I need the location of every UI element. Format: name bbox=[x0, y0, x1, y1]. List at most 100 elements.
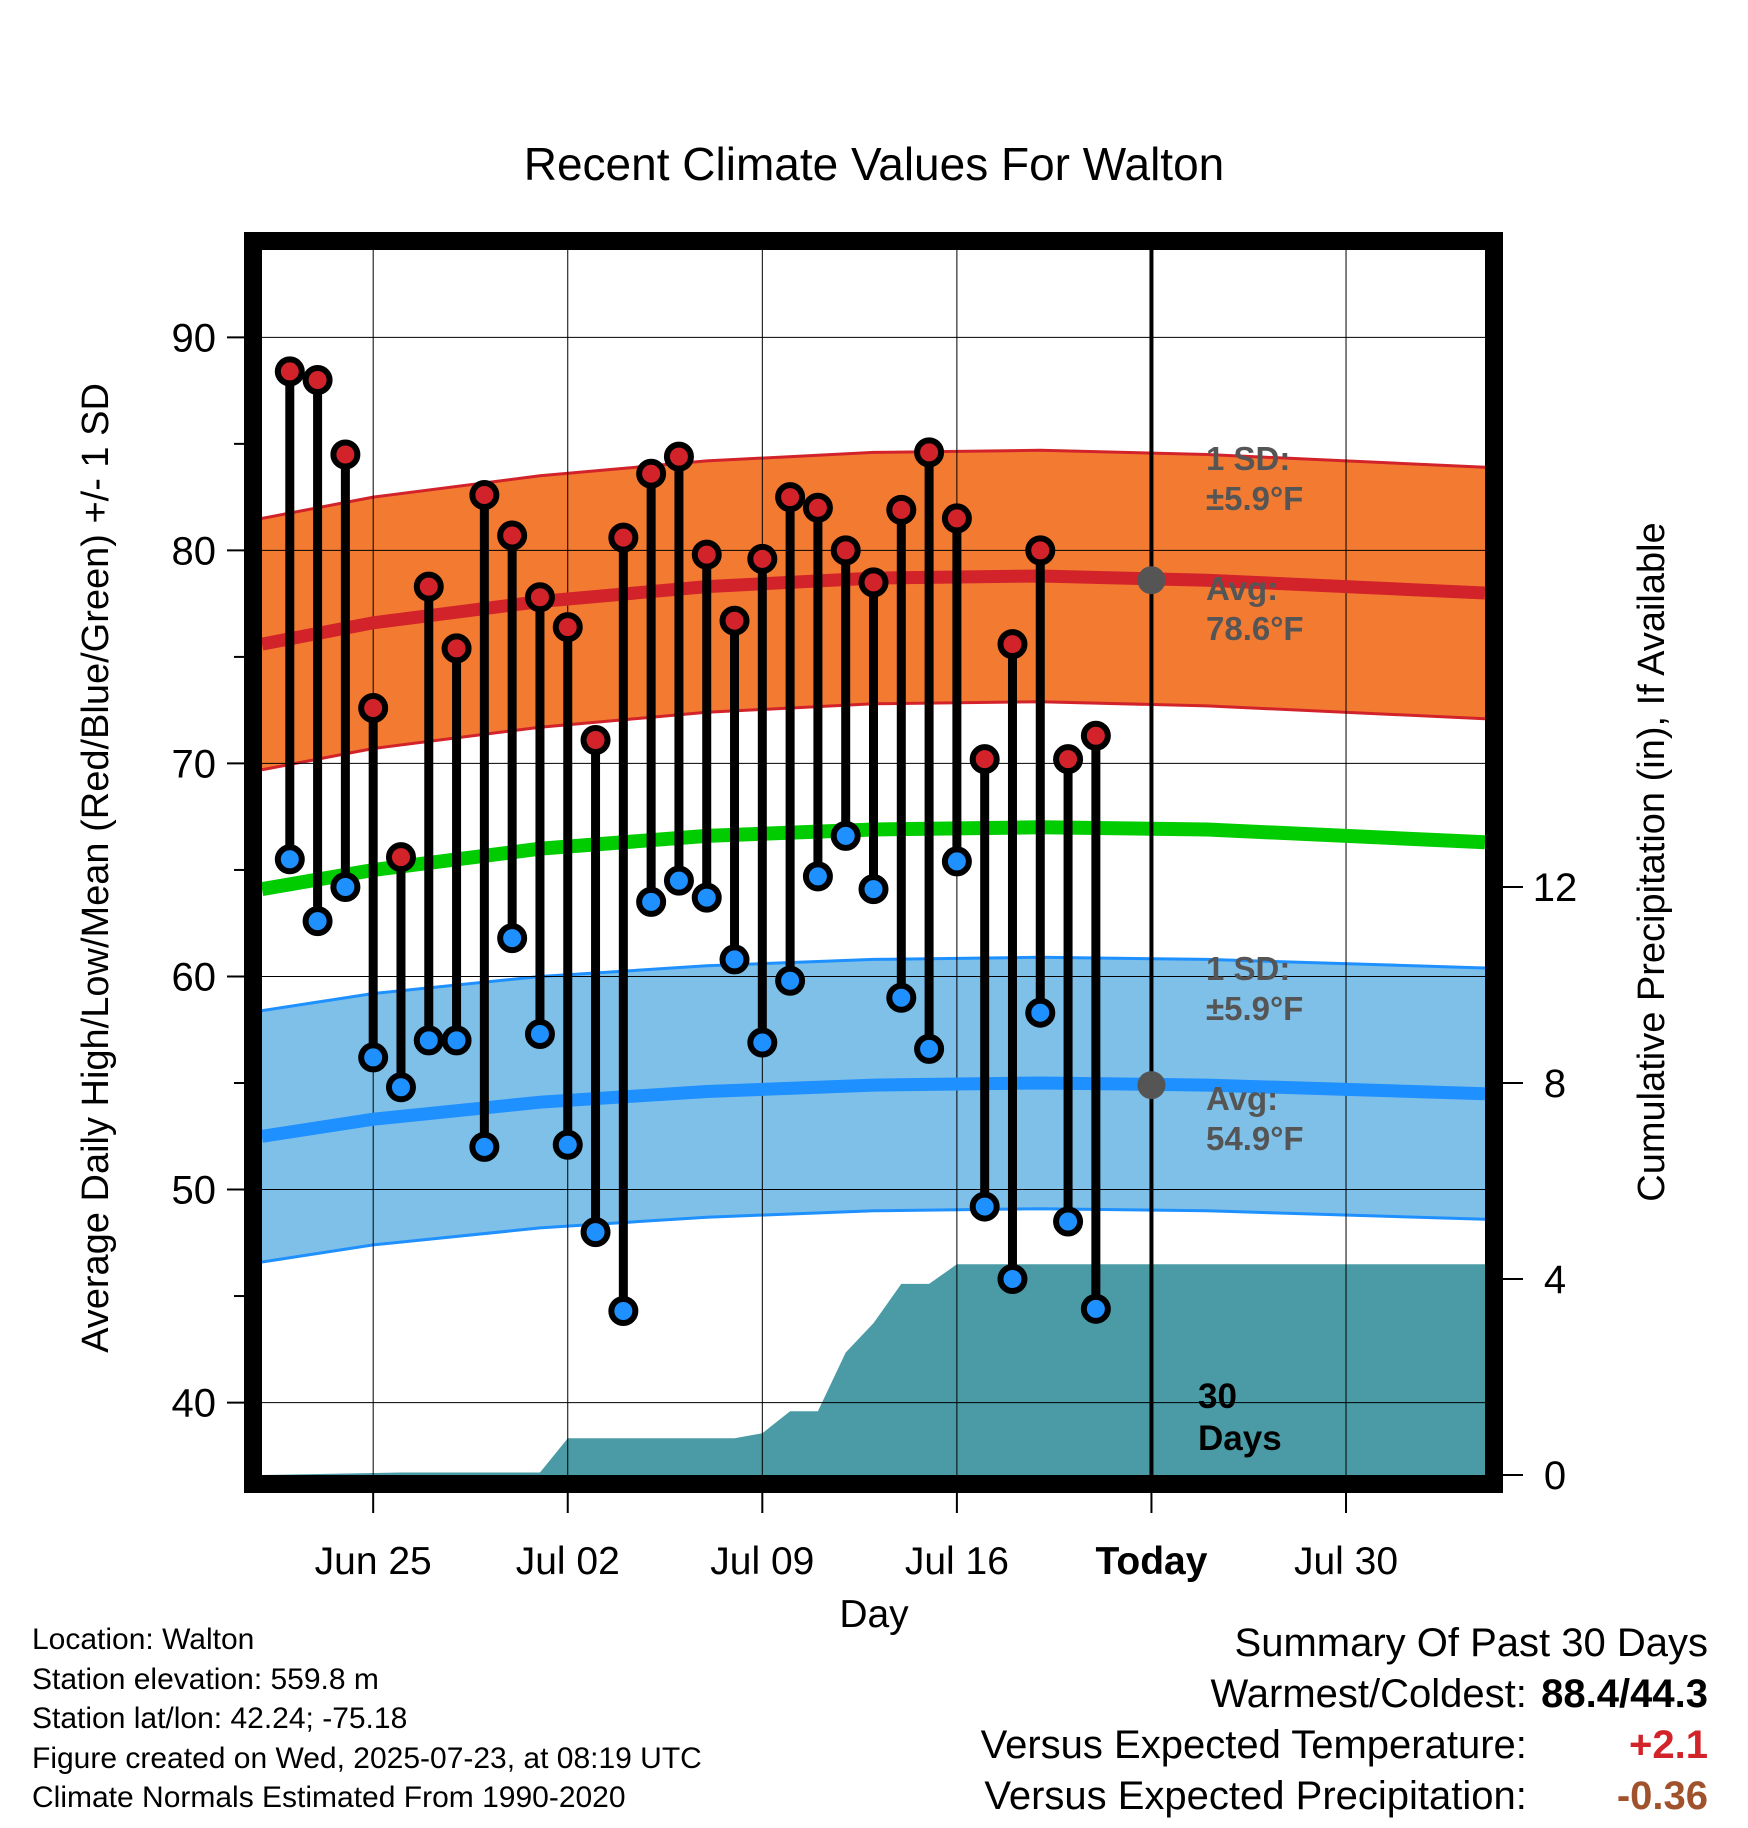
obs-high-point bbox=[886, 494, 917, 525]
today-high-normal-marker bbox=[1137, 566, 1166, 595]
precip-area bbox=[262, 1264, 1485, 1475]
obs-high-point bbox=[914, 437, 945, 468]
obs-low-point bbox=[719, 944, 750, 975]
low-sd-annotation: 1 SD: ±5.9°F bbox=[1206, 950, 1303, 1027]
obs-high-point bbox=[552, 612, 583, 643]
obs-low-point bbox=[886, 982, 917, 1013]
obs-low-point bbox=[1025, 997, 1056, 1028]
obs-high-point bbox=[608, 522, 639, 553]
x-axis-title: Day bbox=[839, 1593, 909, 1636]
observations bbox=[274, 356, 1111, 1326]
temp-departure-label: Versus Expected Temperature: bbox=[980, 1723, 1527, 1767]
low-avg-annotation-line: 54.9°F bbox=[1206, 1120, 1304, 1157]
obs-low-point bbox=[1053, 1206, 1084, 1237]
obs-low-point bbox=[385, 1072, 416, 1103]
x-tick-label: Jul 09 bbox=[710, 1540, 814, 1583]
high-sd-annotation: 1 SD: ±5.9°F bbox=[1206, 440, 1303, 517]
obs-low-point bbox=[802, 861, 833, 892]
obs-low-point bbox=[469, 1131, 500, 1162]
obs-low-point bbox=[330, 872, 361, 902]
obs-high-point bbox=[330, 439, 361, 470]
obs-low-point bbox=[691, 882, 722, 913]
warmest-coldest-label: Warmest/Coldest: bbox=[1210, 1672, 1527, 1716]
obs-high-point bbox=[691, 539, 722, 570]
normals-text: Climate Normals Estimated From 1990-2020 bbox=[32, 1781, 626, 1814]
obs-high-point bbox=[497, 520, 528, 551]
high-sd-band-upper-edge bbox=[262, 448, 1485, 520]
axes: 40 50 60 70 80 90 0 4 8 12 Jun 25 Jul 02 Jul 09 Jul 1… bbox=[75, 138, 1673, 1636]
obs-low-point bbox=[969, 1191, 1000, 1222]
obs-high-point bbox=[1025, 535, 1056, 566]
obs-high-point bbox=[941, 503, 972, 534]
high-avg-annotation: Avg: 78.6°F bbox=[1206, 570, 1304, 647]
normal-low-line bbox=[262, 1076, 1485, 1143]
precip-departure-value: -0.36 bbox=[1616, 1774, 1708, 1818]
obs-low-point bbox=[497, 923, 528, 954]
days-annotation-line: Days bbox=[1198, 1419, 1282, 1458]
chart-title: Recent Climate Values For Walton bbox=[524, 138, 1225, 190]
low-avg-annotation: Avg: 54.9°F bbox=[1206, 1080, 1304, 1157]
obs-low-point bbox=[1080, 1293, 1111, 1324]
obs-high-point bbox=[302, 364, 333, 395]
y2-axis-title: Cumulative Precipitation (in), If Availa… bbox=[1631, 522, 1673, 1201]
y-tick-label: 40 bbox=[172, 1382, 217, 1426]
obs-low-point bbox=[302, 906, 333, 937]
warmest-coldest-value: 88.4/44.3 bbox=[1541, 1672, 1708, 1716]
y2-tick-label: 0 bbox=[1544, 1454, 1566, 1498]
precip-departure-label: Versus Expected Precipitation: bbox=[984, 1774, 1527, 1818]
y2-tick-label: 4 bbox=[1544, 1258, 1566, 1302]
low-avg-annotation-line: Avg: bbox=[1206, 1080, 1278, 1117]
obs-low-point bbox=[858, 874, 889, 905]
obs-low-point bbox=[441, 1025, 472, 1056]
obs-high-point bbox=[802, 492, 833, 523]
x-tick-label: Jul 30 bbox=[1294, 1540, 1398, 1583]
summary-title: Summary Of Past 30 Days bbox=[1234, 1621, 1708, 1665]
temp-departure-row: Versus Expected Temperature: +2.1 bbox=[981, 1720, 1708, 1771]
station-info: Location: Walton Station elevation: 559.… bbox=[32, 1620, 702, 1818]
obs-low-point bbox=[941, 846, 972, 877]
y-tick-label: 80 bbox=[172, 529, 217, 573]
obs-low-point bbox=[358, 1042, 389, 1073]
y-tick-label: 70 bbox=[172, 742, 217, 786]
temp-departure-value: +2.1 bbox=[1629, 1723, 1708, 1767]
high-avg-annotation-line: Avg: bbox=[1206, 570, 1278, 607]
obs-low-point bbox=[608, 1295, 639, 1326]
obs-low-point bbox=[775, 965, 806, 996]
obs-high-point bbox=[636, 458, 667, 489]
created-text: Figure created on Wed, 2025-07-23, at 08… bbox=[32, 1741, 702, 1775]
high-avg-annotation-line: 78.6°F bbox=[1206, 610, 1304, 647]
obs-low-point bbox=[636, 886, 667, 917]
obs-low-point bbox=[663, 865, 694, 896]
precip-departure-row: Versus Expected Precipitation: -0.36 bbox=[981, 1771, 1708, 1822]
low-sd-annotation-line: 1 SD: bbox=[1206, 950, 1290, 987]
obs-low-point bbox=[914, 1033, 945, 1064]
x-tick-label: Jul 02 bbox=[516, 1540, 620, 1583]
obs-high-point bbox=[858, 567, 889, 598]
low-sd-band-lower-edge bbox=[262, 1207, 1485, 1264]
high-sd-annotation-line: ±5.9°F bbox=[1206, 480, 1303, 517]
obs-high-point bbox=[747, 543, 778, 574]
obs-high-point bbox=[469, 480, 500, 510]
obs-high-point bbox=[1053, 744, 1084, 775]
elevation-text: Station elevation: 559.8 m bbox=[32, 1662, 379, 1696]
obs-high-point bbox=[969, 744, 1000, 775]
obs-low-point bbox=[580, 1217, 611, 1248]
obs-high-point bbox=[1080, 720, 1111, 751]
today-low-normal-marker bbox=[1137, 1071, 1166, 1100]
y-tick-label: 50 bbox=[172, 1169, 217, 1213]
obs-low-point bbox=[274, 844, 305, 875]
obs-low-point bbox=[413, 1025, 444, 1056]
location-text: Location: Walton bbox=[32, 1623, 255, 1656]
obs-high-point bbox=[358, 693, 389, 724]
y2-tick-label: 8 bbox=[1544, 1062, 1566, 1106]
warmest-coldest-row: Warmest/Coldest: 88.4/44.3 bbox=[981, 1669, 1709, 1720]
days-annotation-line: 30 bbox=[1198, 1377, 1237, 1416]
obs-low-point bbox=[830, 820, 861, 851]
obs-high-point bbox=[385, 842, 416, 873]
obs-high-point bbox=[719, 605, 750, 636]
low-sd-annotation-line: ±5.9°F bbox=[1206, 990, 1303, 1027]
plot-frame bbox=[244, 232, 1503, 1493]
y-tick-label: 90 bbox=[172, 316, 217, 360]
obs-high-point bbox=[830, 535, 861, 566]
